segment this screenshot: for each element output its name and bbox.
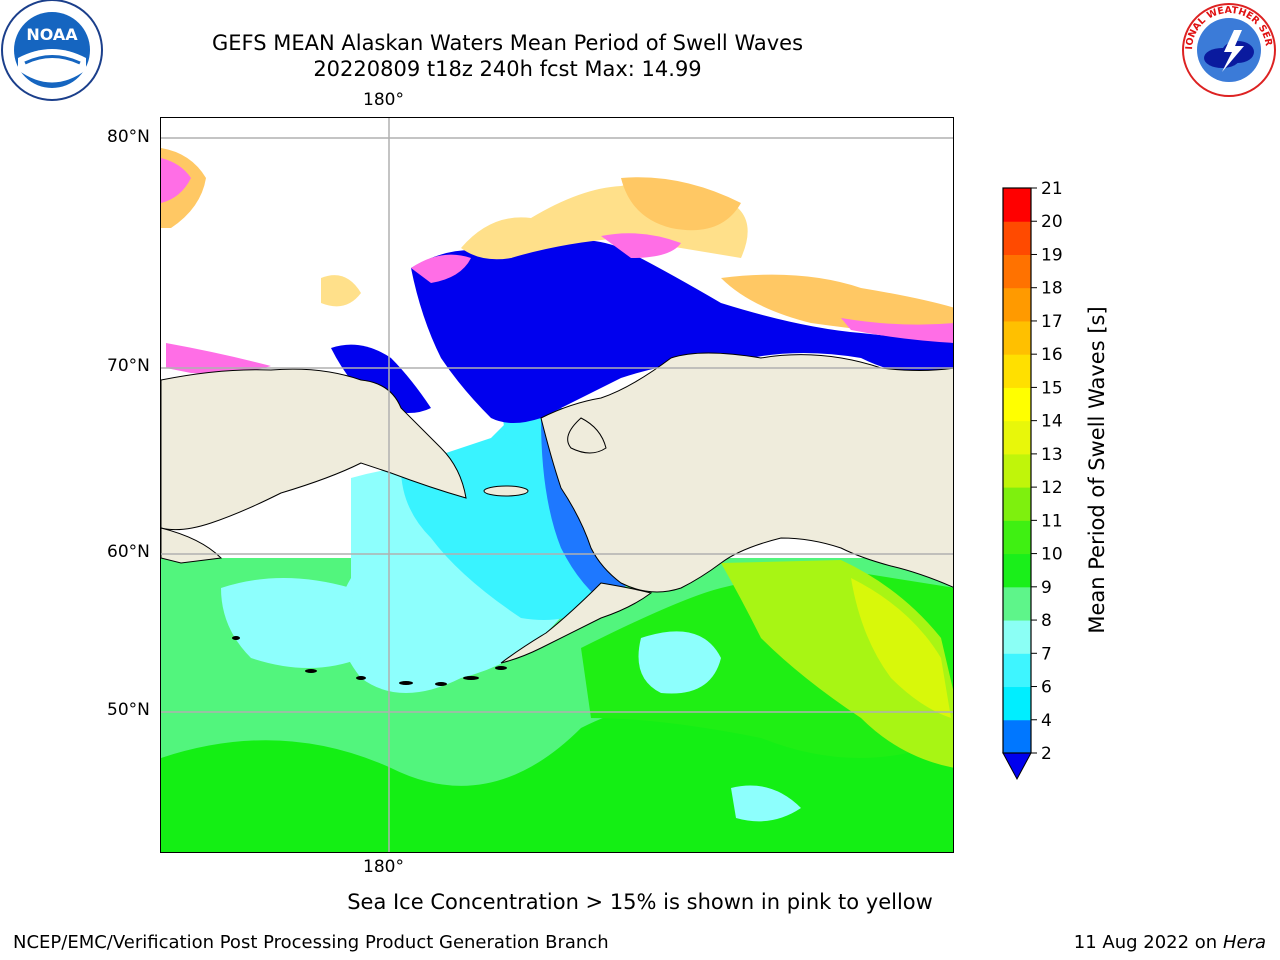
colorbar-segment	[1003, 320, 1031, 355]
sea-ice-yellow	[321, 275, 361, 307]
colorbar-tick-label: 10	[1041, 545, 1063, 565]
deep-blue-swell-region	[331, 344, 431, 413]
lon-label-top: 180°	[363, 90, 404, 110]
colorbar-tick-label: 9	[1041, 578, 1052, 598]
colorbar-label: Mean Period of Swell Waves [s]	[1085, 306, 1109, 634]
colorbar-tick-label: 21	[1041, 180, 1063, 199]
lat-label-60: 60°N	[107, 542, 150, 562]
footer-date: 11 Aug 2022 on Hera	[1074, 932, 1266, 953]
light-cyan-swell-region	[221, 578, 361, 668]
yellow-swell-region	[851, 578, 951, 718]
colorbar-segment	[1003, 387, 1031, 422]
footer-credit: NCEP/EMC/Verification Post Processing Pr…	[13, 932, 609, 953]
colorbar-tick-label: 6	[1041, 678, 1052, 698]
sea-ice-pink	[841, 318, 953, 343]
colorbar-tick-label: 18	[1041, 279, 1063, 299]
colorbar-tick-label: 2	[1041, 744, 1052, 764]
sea-ice-pink	[411, 254, 471, 283]
light-cyan-swell-region	[638, 631, 721, 694]
colorbar-tick-label: 15	[1041, 378, 1063, 398]
colorbar-extend-arrow	[1002, 752, 1032, 781]
sea-ice-pink	[601, 233, 681, 258]
colorbar-tick-label: 4	[1041, 711, 1052, 731]
colorbar-tick-label: 7	[1041, 644, 1052, 664]
colorbar-segment	[1003, 453, 1031, 488]
colorbar-segment	[1003, 553, 1031, 588]
colorbar-frame	[1002, 187, 1032, 754]
lon-label-bottom: 180°	[363, 857, 404, 877]
colorbar-segment	[1003, 221, 1031, 255]
colorbar-tick-label: 12	[1041, 478, 1063, 498]
colorbar-tick-label: 16	[1041, 345, 1063, 365]
map-panel	[160, 117, 954, 853]
nws-logo: NATIONAL WEATHER SERVICE	[1174, 0, 1280, 100]
chart-title: GEFS MEAN Alaskan Waters Mean Period of …	[211, 31, 804, 55]
lat-label-80: 80°N	[107, 127, 150, 147]
sea-ice-pink	[166, 343, 271, 374]
map-gridlines	[161, 118, 953, 852]
colorbar-tick-label: 17	[1041, 312, 1063, 332]
land-alaska-seward	[567, 417, 607, 454]
sea-ice-note: Sea Ice Concentration > 15% is shown in …	[0, 890, 1280, 914]
sea-ice-orange	[721, 274, 953, 338]
noaa-logo-text: NOAA	[26, 25, 78, 44]
footer-host: Hera	[1222, 932, 1266, 953]
colorbar-segment	[1003, 686, 1031, 721]
colorbar-segment	[1003, 254, 1031, 289]
colorbar-tick-label: 14	[1041, 412, 1063, 432]
noaa-logo: NOAA	[0, 0, 104, 104]
land-alaska-peninsula	[500, 582, 653, 664]
colorbar-tick-label: 20	[1041, 212, 1063, 232]
sea-ice-pink	[161, 158, 191, 203]
chart-subtitle: 20220809 t18z 240h fcst Max: 14.99	[313, 57, 702, 81]
st-lawrence-island	[483, 485, 529, 497]
sea-ice-note-text: Sea Ice Concentration > 15% is shown in …	[347, 890, 933, 914]
footer-date-text: 11 Aug 2022 on	[1073, 932, 1218, 953]
land-alaska	[540, 352, 953, 593]
deep-blue-swell-region	[411, 240, 953, 423]
colorbar-segment	[1003, 520, 1031, 555]
lat-label-50: 50°N	[107, 700, 150, 720]
colorbar-segment	[1003, 653, 1031, 688]
colorbar-segment	[1003, 420, 1031, 455]
colorbar-tick-label: 11	[1041, 511, 1063, 531]
colorbar-segment	[1003, 354, 1031, 388]
colorbar: 2 4 6 7 8 9 10 11 12 13 14 15 16 17 18 19 20 21	[1002, 180, 1063, 781]
colorbar-segment	[1003, 719, 1031, 754]
light-cyan-swell-region	[731, 785, 801, 822]
colorbar-segment	[1003, 586, 1031, 621]
colorbar-segment	[1003, 287, 1031, 322]
colorbar-segment	[1003, 487, 1031, 521]
sea-ice-orange	[621, 177, 741, 231]
lat-label-70: 70°N	[107, 356, 150, 376]
colorbar-tick-label: 19	[1041, 245, 1063, 265]
colorbar-tick-label: 13	[1041, 445, 1063, 465]
map-canvas	[161, 118, 953, 852]
aleutian-islands	[232, 636, 507, 686]
colorbar-segment	[1003, 188, 1031, 222]
colorbar-segment	[1003, 620, 1031, 654]
colorbar-tick-label: 8	[1041, 611, 1052, 631]
